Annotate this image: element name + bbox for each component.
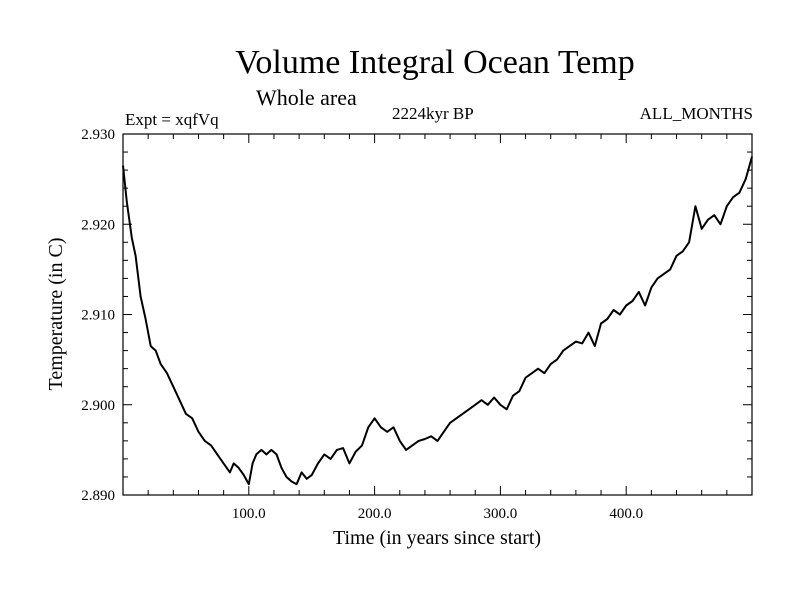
x-tick-label: 400.0 xyxy=(609,506,643,522)
y-tick-label: 2.910 xyxy=(81,308,115,324)
x-tick-label: 100.0 xyxy=(232,506,266,522)
y-axis-label: Temperature (in C) xyxy=(45,238,67,391)
months-label: ALL_MONTHS xyxy=(639,104,753,123)
x-axis-ticks: 100.0 200.0 300.0 400.0 xyxy=(147,134,728,522)
y-tick-label: 2.930 xyxy=(81,127,115,143)
epoch-label: 2224kyr BP xyxy=(392,104,474,123)
y-axis-ticks: 2.890 2.900 2.910 2.920 2.930 xyxy=(81,127,752,504)
chart-title: Volume Integral Ocean Temp xyxy=(235,44,635,81)
x-tick-label: 300.0 xyxy=(484,506,518,522)
series-line xyxy=(122,156,753,486)
y-tick-label: 2.900 xyxy=(81,398,115,414)
x-tick-label: 200.0 xyxy=(358,506,392,522)
y-tick-label: 2.890 xyxy=(81,488,115,504)
y-tick-label: 2.920 xyxy=(81,217,115,233)
experiment-label: Expt = xqfVq xyxy=(125,110,219,129)
x-axis-label: Time (in years since start) xyxy=(333,527,541,549)
chart-subtitle: Whole area xyxy=(256,85,357,110)
